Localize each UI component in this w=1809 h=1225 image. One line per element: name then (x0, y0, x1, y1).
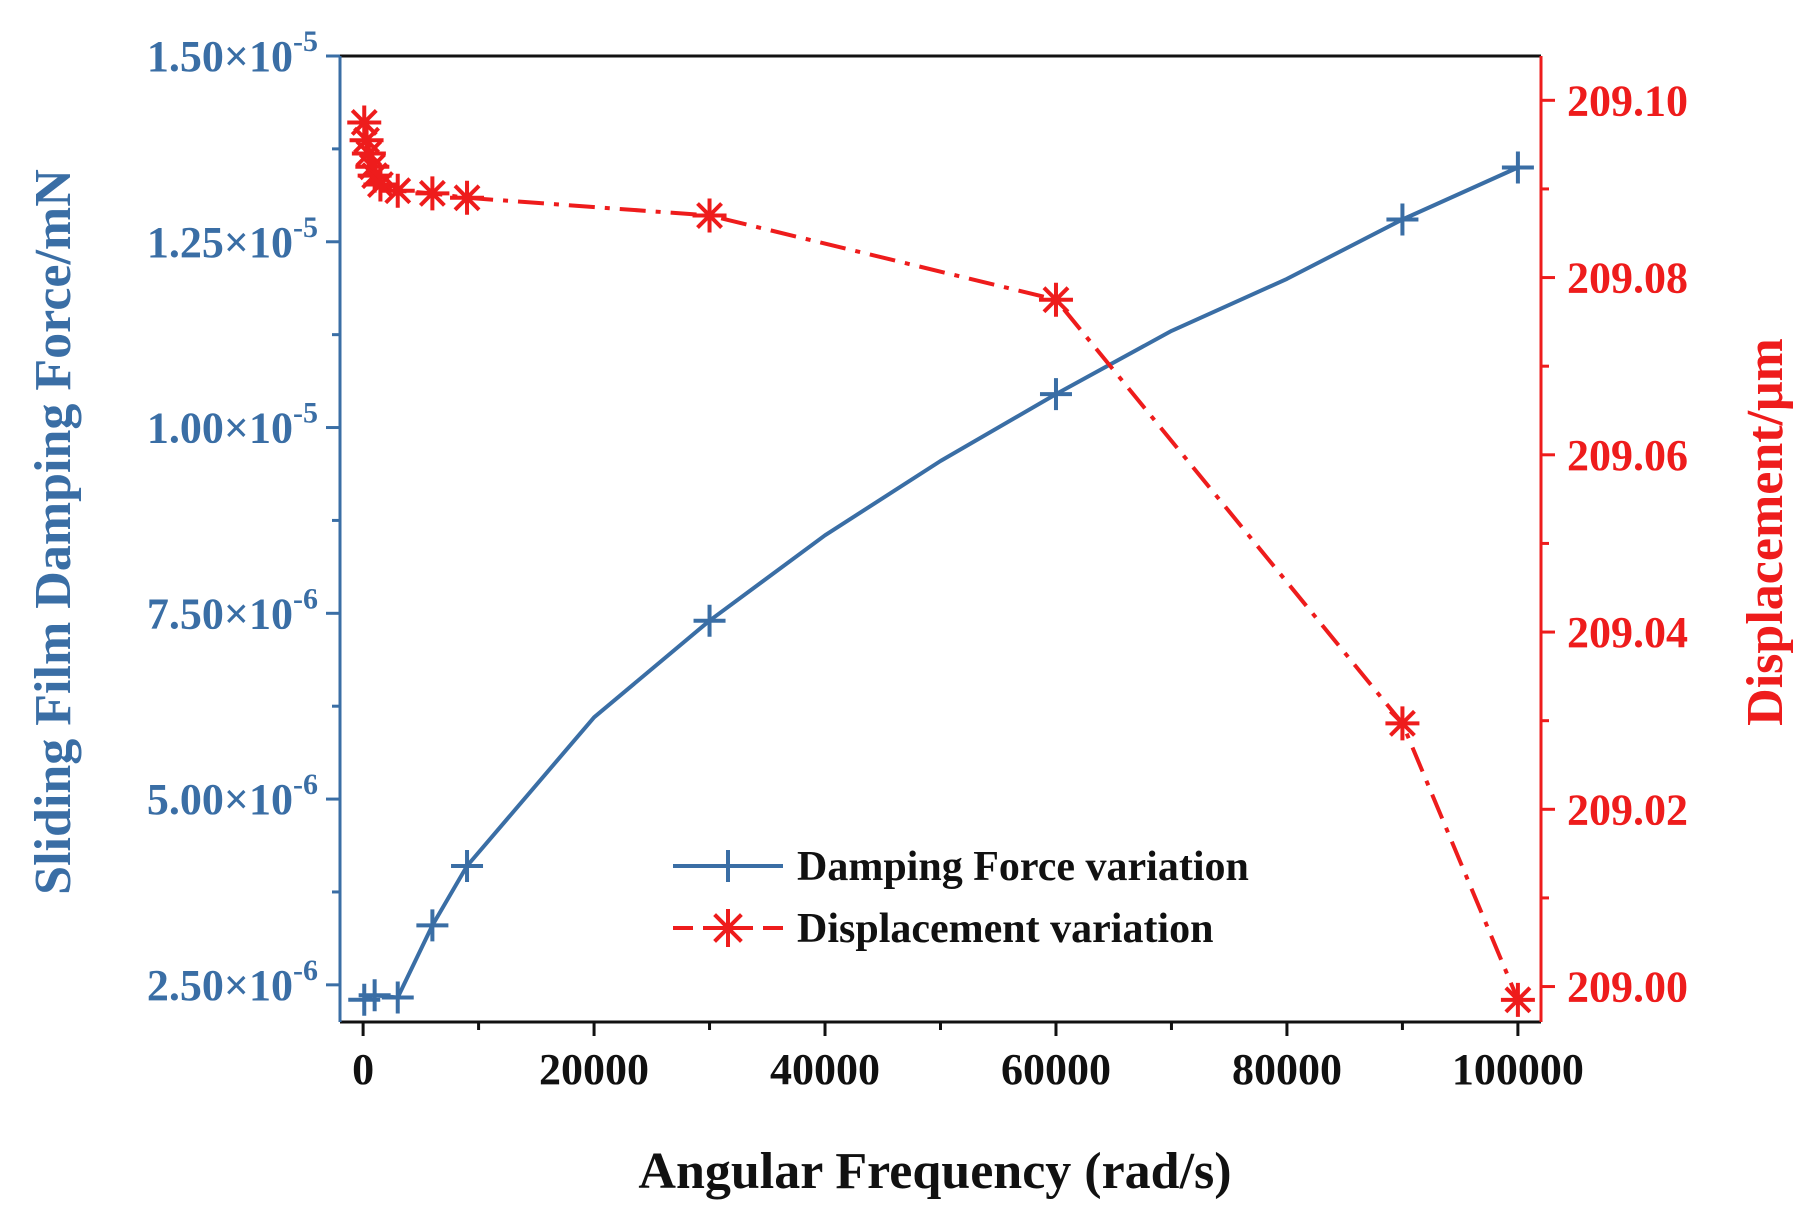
y-left-tick-label: 1.25×10-5 (147, 211, 318, 267)
x-tick-label: 80000 (1232, 1045, 1342, 1094)
y-right-tick-label: 209.06 (1567, 431, 1688, 480)
damping-force-marker (451, 849, 484, 882)
y-axis-left-title: Sliding Film Damping Force/mN (25, 169, 82, 895)
x-tick-label: 20000 (539, 1045, 649, 1094)
displacement-marker (1500, 982, 1535, 1017)
x-tick-label: 60000 (1001, 1045, 1111, 1094)
displacement-marker (1038, 282, 1073, 317)
y-right-tick-label: 209.04 (1567, 608, 1688, 657)
displacement-marker (1385, 706, 1420, 741)
displacement-marker (450, 180, 485, 215)
displacement-marker (347, 105, 382, 140)
damping-force-marker (1386, 203, 1419, 236)
x-tick-label: 0 (352, 1045, 374, 1094)
displacement-marker (357, 158, 392, 193)
x-axis-title: Angular Frequency (rad/s) (638, 1143, 1231, 1200)
y-left-tick-label: 2.50×10-6 (147, 954, 318, 1010)
legend-damping-label: Damping Force variation (797, 844, 1249, 890)
displacement-marker (380, 173, 415, 208)
legend-displacement-label: Displacement variation (797, 906, 1213, 952)
damping-force-marker (381, 981, 414, 1014)
damping-force-marker (1501, 151, 1534, 184)
damping-force-marker (416, 909, 449, 942)
x-tick-label: 40000 (770, 1045, 880, 1094)
y-right-tick-label: 209.00 (1567, 963, 1688, 1012)
displacement-marker (349, 123, 384, 158)
displacement-marker (355, 149, 390, 184)
y-left-tick-label: 5.00×10-6 (147, 768, 318, 824)
y-axis-right-title: Displacement/μm (1737, 338, 1794, 726)
displacement-marker (351, 136, 386, 171)
y-left-tick-label: 7.50×10-6 (147, 582, 318, 638)
y-right-tick-label: 209.10 (1567, 76, 1688, 125)
plot-series (347, 105, 1535, 1017)
damping-force-marker (693, 604, 726, 637)
displacement-marker (692, 198, 727, 233)
legend-displacement-marker (709, 909, 747, 947)
damping-force-marker (1039, 378, 1072, 411)
x-tick-label: 100000 (1452, 1045, 1584, 1094)
axes: 0 20000 40000 60000 80000 100000 2.50×10-6 5.00… (147, 25, 1688, 1094)
displacement-marker (415, 176, 450, 211)
legend: Damping Force variation Displacement var… (673, 844, 1249, 952)
plot-frame (338, 54, 1543, 1024)
y-right-tick-label: 209.02 (1567, 785, 1688, 834)
y-left-tick-label: 1.50×10-5 (147, 25, 318, 81)
damping-force-marker (358, 979, 391, 1012)
y-left-tick-label: 1.00×10-5 (147, 397, 318, 453)
displacement-marker (363, 167, 398, 202)
y-right-tick-label: 209.08 (1567, 254, 1688, 303)
legend-damping-marker (712, 850, 744, 882)
